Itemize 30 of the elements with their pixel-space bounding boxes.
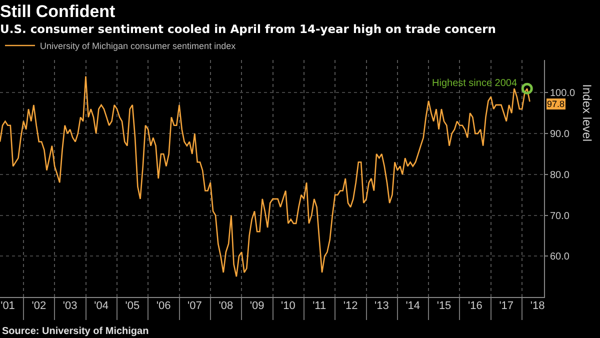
x-tick-label: '07 [188,300,202,312]
x-tick-label: '13 [374,300,389,312]
x-tick-label: '16 [468,300,482,312]
x-tick-label: '18 [530,300,545,312]
y-axis-title: Index level [580,84,594,142]
x-tick-label: '09 [250,300,264,312]
x-tick-label: '06 [156,300,171,312]
x-tick-label: '02 [32,300,46,312]
x-tick-label: '08 [218,300,234,312]
y-tick-label: 80.0 [550,170,570,181]
x-tick-label: '05 [125,300,140,312]
x-tick-label: '03 [62,300,78,312]
x-tick-label: '17 [499,300,514,312]
y-tick-label: 100.0 [550,88,576,100]
legend-label: University of Michigan consumer sentiment index [40,41,236,52]
x-tick-label: '12 [343,300,358,312]
x-tick-label: '01 [0,300,15,312]
y-tick-label: 70.0 [550,210,570,222]
x-tick-label: '10 [281,300,296,312]
y-tick-label: 90.0 [550,129,570,140]
x-tick-label: '04 [94,300,108,312]
source-note: Source: University of Michigan [2,326,149,337]
annotation: Highest since 2004 [432,78,518,89]
x-tick-label: '15 [436,300,452,312]
y-tick-label: 60.0 [550,252,570,263]
chart-subtitle: U.S. consumer sentiment cooled in April from 14-year high on trade concern [0,22,496,36]
x-tick-label: '11 [312,300,326,312]
x-tick-label: '14 [406,300,420,312]
data-label: 97.8 [547,99,565,109]
chart-title: Still Confident [0,2,116,21]
